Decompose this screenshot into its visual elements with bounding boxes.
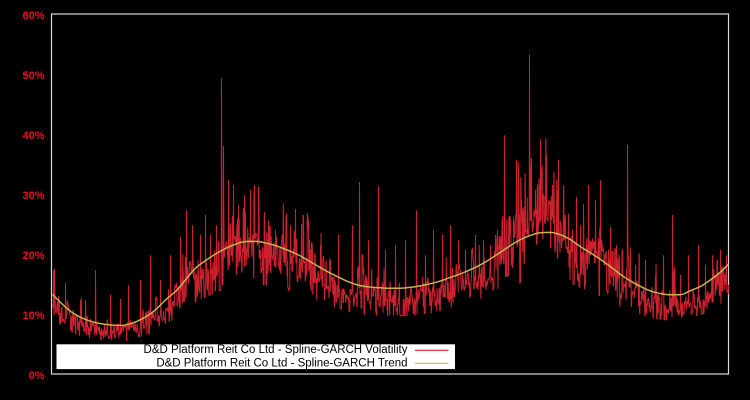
svg-text:50%: 50% [22,70,44,82]
svg-text:D&D Platform Reit Co Ltd - Spl: D&D Platform Reit Co Ltd - Spline-GARCH … [156,357,407,369]
svg-text:40%: 40% [22,130,44,142]
svg-text:20%: 20% [22,250,44,262]
svg-text:D&D Platform Reit Co Ltd - Spl: D&D Platform Reit Co Ltd - Spline-GARCH … [144,344,408,356]
svg-text:0%: 0% [29,370,45,382]
svg-text:10%: 10% [22,310,44,322]
svg-text:30%: 30% [22,190,44,202]
svg-text:60%: 60% [22,10,44,22]
